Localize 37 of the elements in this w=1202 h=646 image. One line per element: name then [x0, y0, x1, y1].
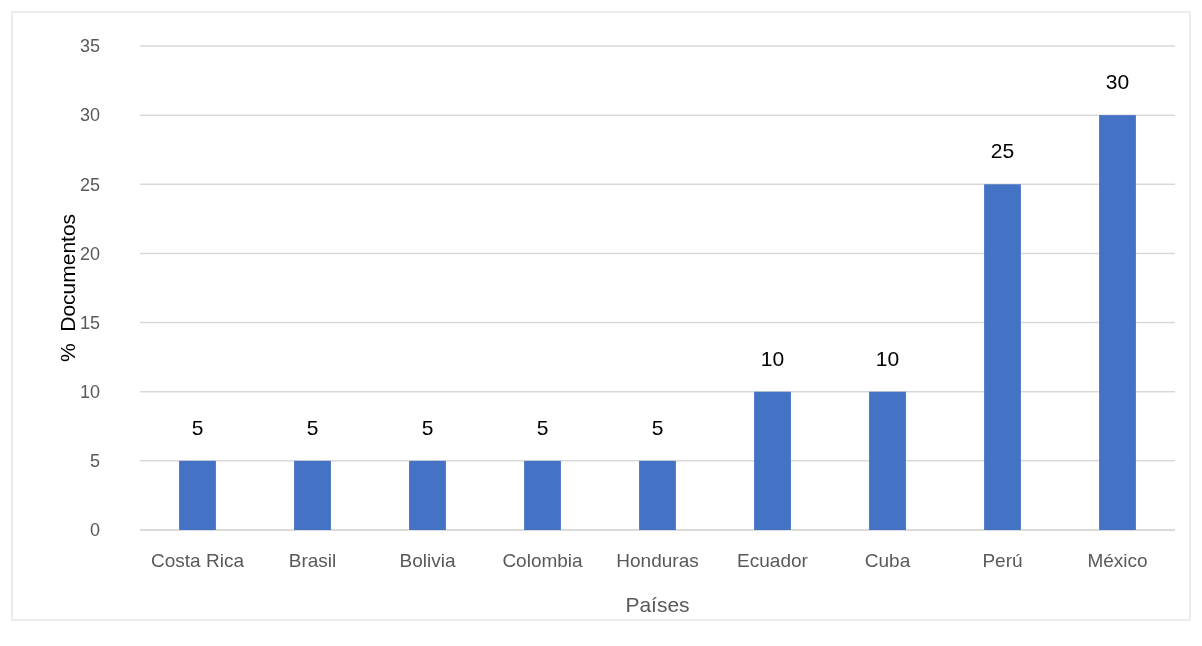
y-tick-label: 35	[79, 36, 100, 57]
x-tick-label: Cuba	[864, 550, 911, 572]
data-label: 5	[191, 415, 204, 439]
x-tick-label: Costa Rica	[151, 550, 245, 572]
bar	[1099, 115, 1136, 530]
bar	[179, 460, 216, 530]
data-label: 5	[421, 415, 434, 439]
y-tick-label: 15	[79, 312, 100, 333]
bar	[869, 391, 906, 530]
x-axis-title: Países	[625, 593, 690, 616]
x-tick-label: México	[1087, 550, 1148, 572]
bar	[984, 184, 1021, 530]
data-label: 10	[875, 346, 900, 370]
y-tick-label: 10	[79, 381, 100, 402]
x-tick-label: Colombia	[502, 550, 584, 572]
data-label: 25	[990, 139, 1015, 163]
x-tick-label: Bolivia	[399, 550, 456, 572]
data-label: 30	[1105, 70, 1130, 94]
x-tick-label: Brasil	[288, 550, 337, 572]
y-axis-title: % Documentos	[56, 213, 79, 363]
y-tick-label: 25	[79, 174, 100, 195]
data-label: 10	[760, 346, 785, 370]
y-tick-label: 30	[79, 105, 100, 126]
y-tick-label: 0	[89, 520, 100, 541]
x-tick-label: Honduras	[616, 550, 699, 572]
y-tick-label: 20	[79, 243, 100, 264]
bar	[754, 391, 791, 530]
data-label: 5	[651, 415, 664, 439]
data-label: 5	[306, 415, 319, 439]
x-tick-label: Perú	[982, 550, 1023, 572]
data-label: 5	[536, 415, 549, 439]
bar	[294, 460, 331, 530]
bar	[409, 460, 446, 530]
y-tick-label: 5	[89, 451, 100, 472]
bar	[639, 460, 676, 530]
x-tick-label: Ecuador	[737, 550, 809, 572]
bar	[524, 460, 561, 530]
